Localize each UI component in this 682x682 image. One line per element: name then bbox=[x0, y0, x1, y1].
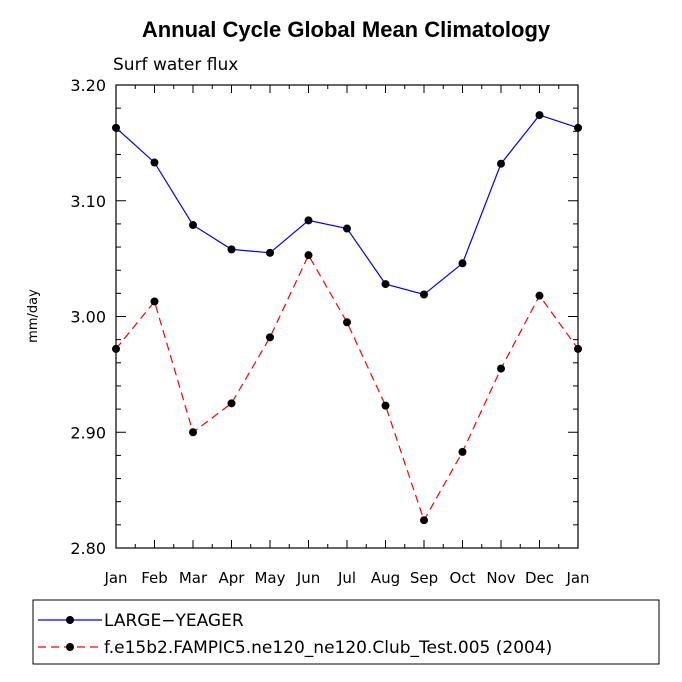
legend-box bbox=[32, 599, 660, 665]
y-tick-label: 3.20 bbox=[70, 76, 106, 95]
legend-label-1: LARGE−YEAGER bbox=[104, 611, 244, 631]
data-point bbox=[304, 216, 313, 225]
x-tick-label: Feb bbox=[141, 569, 168, 587]
data-point bbox=[112, 344, 120, 353]
data-point bbox=[304, 251, 313, 260]
data-point bbox=[266, 248, 274, 257]
y-tick-label: 3.10 bbox=[70, 192, 106, 211]
chart-subtitle: Surf water flux bbox=[113, 55, 238, 75]
legend-label-2: f.e15b2.FAMPIC5.ne120_ne120.Club_Test.00… bbox=[104, 638, 552, 658]
data-point bbox=[497, 159, 505, 168]
legend: LARGE−YEAGER f.e15b2.FAMPIC5.ne120_ne120.… bbox=[32, 599, 660, 665]
x-tick-label: Jun bbox=[296, 569, 320, 587]
x-tick-label: Apr bbox=[219, 569, 246, 587]
data-point bbox=[535, 111, 544, 120]
data-point bbox=[381, 401, 390, 410]
legend-marker bbox=[66, 643, 74, 651]
data-point bbox=[150, 158, 159, 167]
data-point bbox=[343, 318, 351, 327]
x-tick-label: Jan bbox=[103, 569, 127, 587]
data-point bbox=[381, 280, 390, 289]
series-line-2 bbox=[115, 253, 579, 522]
data-point bbox=[189, 221, 197, 230]
x-tick-label: Nov bbox=[486, 569, 515, 587]
legend-marker bbox=[66, 616, 74, 624]
axis-ticks bbox=[115, 84, 579, 549]
y-tick-label: 2.90 bbox=[70, 423, 106, 442]
x-tick-label: Jan bbox=[565, 569, 589, 587]
x-tick-label: Aug bbox=[371, 569, 400, 587]
y-axis-label: mm/day bbox=[26, 289, 41, 343]
x-tick-label: Jul bbox=[337, 569, 356, 587]
x-tick-label: Oct bbox=[450, 569, 476, 587]
data-point bbox=[266, 333, 274, 342]
data-point bbox=[458, 259, 467, 268]
data-point bbox=[112, 123, 120, 132]
data-point bbox=[420, 290, 428, 299]
x-tick-label: Sep bbox=[410, 569, 438, 587]
y-tick-label: 3.00 bbox=[70, 308, 106, 327]
series-line-1 bbox=[115, 114, 579, 296]
chart-title: Annual Cycle Global Mean Climatology bbox=[142, 17, 551, 42]
data-point bbox=[497, 364, 505, 373]
data-point bbox=[420, 516, 428, 525]
x-tick-label: Mar bbox=[179, 569, 208, 587]
y-tick-label: 2.80 bbox=[70, 539, 106, 558]
data-point bbox=[574, 344, 582, 353]
data-point bbox=[574, 123, 582, 132]
data-point bbox=[150, 297, 159, 306]
x-tick-labels: Jan Feb Mar Apr May Jun Jul Aug Sep Oct Nov Dec Jan bbox=[103, 569, 589, 587]
data-point bbox=[227, 245, 236, 254]
x-tick-label: Dec bbox=[525, 569, 554, 587]
data-point bbox=[189, 428, 197, 437]
data-point bbox=[458, 447, 467, 456]
x-tick-label: May bbox=[254, 569, 285, 587]
data-point bbox=[343, 224, 351, 233]
y-tick-labels: 2.80 2.90 3.00 3.10 3.20 bbox=[70, 76, 106, 558]
data-point bbox=[227, 399, 236, 408]
series-lines bbox=[115, 114, 579, 522]
series-points bbox=[112, 111, 582, 525]
data-point bbox=[535, 291, 544, 300]
